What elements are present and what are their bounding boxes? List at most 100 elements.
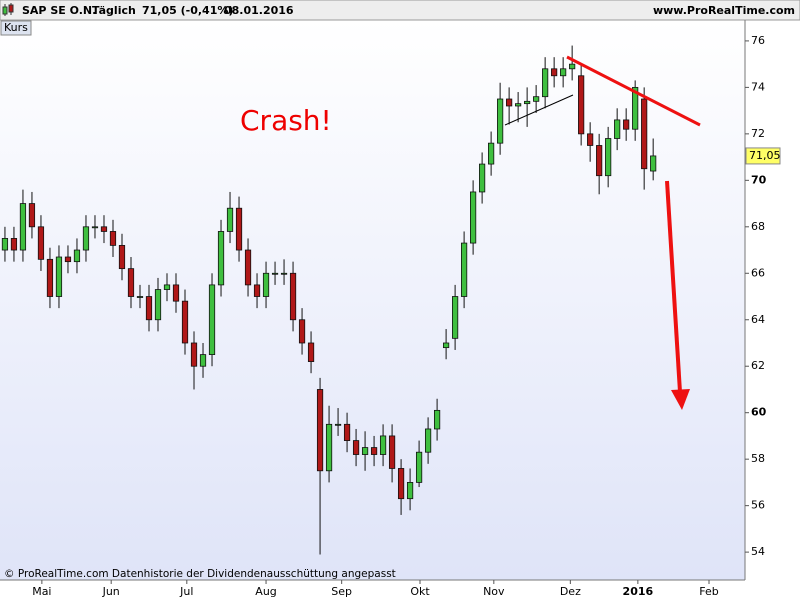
- candle-body: [343, 423, 351, 441]
- candle-body: [262, 272, 270, 297]
- plot-area: [0, 20, 745, 580]
- triangle-line: [504, 94, 574, 126]
- candle-body: [461, 242, 468, 297]
- candle-body: [433, 409, 441, 430]
- candle-body: [280, 272, 288, 275]
- candle-body: [388, 435, 396, 469]
- candle-body: [334, 423, 342, 426]
- candle-body: [46, 258, 54, 297]
- candle-body: [244, 249, 252, 286]
- candle-body: [73, 249, 81, 263]
- header-quote: 71,05 (-0,41%): [142, 4, 233, 17]
- candle-body: [307, 342, 315, 362]
- last-price-marker: [745, 147, 781, 165]
- candle-body: [632, 86, 639, 130]
- candle-body: [397, 468, 405, 500]
- series-label-box: [0, 20, 32, 36]
- candle-body: [515, 103, 522, 107]
- x-tick-label: Mai: [32, 585, 51, 598]
- candle-body: [10, 238, 18, 251]
- candle-body: [217, 231, 225, 286]
- candle-body: [253, 284, 261, 297]
- candle-body: [479, 163, 486, 193]
- candle-body: [497, 98, 504, 144]
- candle-body: [19, 203, 27, 251]
- candle-body: [542, 68, 549, 98]
- candle-body: [605, 138, 612, 177]
- candle-body: [154, 289, 162, 321]
- candle-body: [569, 63, 576, 70]
- candle-body: [533, 96, 540, 102]
- candle-body: [506, 98, 513, 107]
- y-tick-label: 56: [751, 499, 765, 512]
- candle-body: [424, 428, 432, 453]
- candle-body: [415, 451, 423, 483]
- candle-body: [37, 226, 45, 260]
- candle-body: [289, 272, 297, 321]
- last-price-label: 71,05: [749, 149, 781, 162]
- candle-body: [55, 256, 63, 297]
- y-tick-label: 70: [751, 173, 767, 186]
- candle-body: [271, 272, 279, 275]
- crash-arrow: [665, 180, 682, 393]
- x-tick-label: Sep: [331, 585, 352, 598]
- candle-body: [118, 244, 126, 270]
- y-tick-label: 58: [751, 452, 765, 465]
- trend-line: [566, 55, 701, 127]
- candle-body: [379, 435, 387, 455]
- candle-body: [235, 207, 243, 251]
- candle-body: [587, 133, 594, 146]
- candle-body: [614, 119, 621, 139]
- candle-body: [172, 284, 180, 302]
- candle-body: [181, 300, 189, 344]
- crash-arrow-head: [671, 389, 690, 410]
- candle-body: [136, 296, 144, 298]
- x-tick-label: Jul: [179, 585, 193, 598]
- header-symbol: SAP SE O.N.: [22, 4, 96, 17]
- candle-body: [64, 256, 72, 263]
- header-date: 08.01.2016: [224, 4, 294, 17]
- candle-body: [352, 440, 360, 455]
- candle-body: [28, 203, 36, 228]
- candle-body: [560, 68, 567, 77]
- candle-body: [470, 191, 477, 244]
- header-site: www.ProRealTime.com: [653, 4, 795, 17]
- candle-body: [406, 482, 414, 500]
- x-tick-label: Feb: [699, 585, 718, 598]
- candle-body: [488, 142, 495, 165]
- header-period: Täglich: [92, 4, 136, 17]
- y-tick-label: 54: [751, 545, 765, 558]
- candle-body: [100, 226, 108, 232]
- y-tick-label: 60: [751, 406, 767, 419]
- header-icon: [2, 3, 14, 16]
- candle-body: [127, 268, 135, 297]
- candle-body: [145, 296, 153, 321]
- y-tick-label: 64: [751, 313, 765, 326]
- candle-body: [190, 342, 198, 367]
- candle-body: [650, 155, 657, 172]
- footer: © ProRealTime.com Datenhistorie der Divi…: [4, 568, 396, 580]
- candle-body: [325, 423, 333, 472]
- candle-body: [623, 119, 630, 130]
- candle-body: [551, 68, 558, 77]
- candle-body: [1, 238, 9, 251]
- candle-body: [91, 226, 99, 229]
- candle-body: [452, 296, 459, 339]
- y-tick-label: 76: [751, 34, 765, 47]
- candle-body: [316, 389, 324, 472]
- candle-body: [596, 145, 603, 177]
- candle-body: [82, 226, 90, 251]
- candle-body: [109, 231, 117, 246]
- y-tick-label: 72: [751, 127, 765, 140]
- series-label: Kurs: [4, 21, 28, 34]
- candle-body: [163, 284, 171, 290]
- x-tick-label: Nov: [483, 585, 505, 598]
- y-tick-label: 68: [751, 220, 765, 233]
- candle-body: [370, 447, 378, 455]
- x-tick-label: Dez: [560, 585, 581, 598]
- candle-body: [199, 354, 207, 367]
- x-tick-label: 2016: [623, 585, 654, 598]
- candle-body: [298, 319, 306, 344]
- x-tick-label: Jun: [102, 585, 120, 598]
